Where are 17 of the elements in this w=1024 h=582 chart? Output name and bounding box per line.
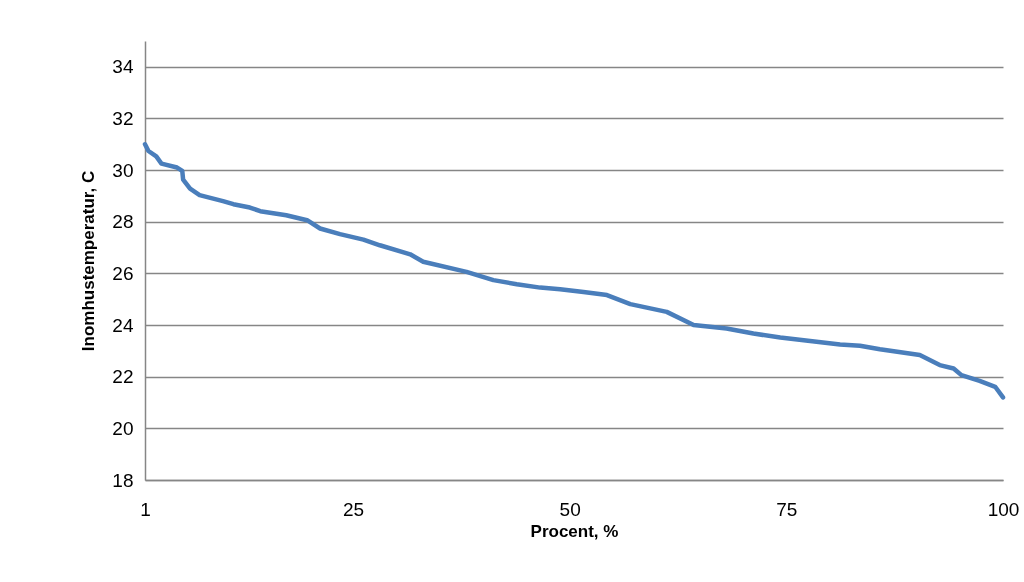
x-tick-label: 1: [140, 498, 151, 520]
y-tick-label: 34: [112, 56, 134, 78]
x-tick-label: 100: [987, 498, 1020, 520]
y-tick-label: 24: [112, 314, 134, 336]
y-tick-label: 26: [112, 262, 134, 284]
x-axis-title: Procent, %: [530, 521, 619, 541]
y-tick-label: 18: [112, 469, 134, 491]
y-axis-title: Inomhustemperatur, C: [79, 170, 99, 352]
x-tick-label: 75: [776, 498, 798, 520]
y-tick-label: 20: [112, 417, 134, 439]
y-tick-label: 22: [112, 366, 134, 388]
y-tick-label: 30: [112, 159, 134, 181]
y-tick-label: 32: [112, 107, 134, 129]
x-tick-label: 50: [559, 498, 581, 520]
y-tick-label: 28: [112, 211, 134, 233]
x-tick-label: 25: [342, 498, 365, 520]
line-series: [142, 142, 1006, 400]
